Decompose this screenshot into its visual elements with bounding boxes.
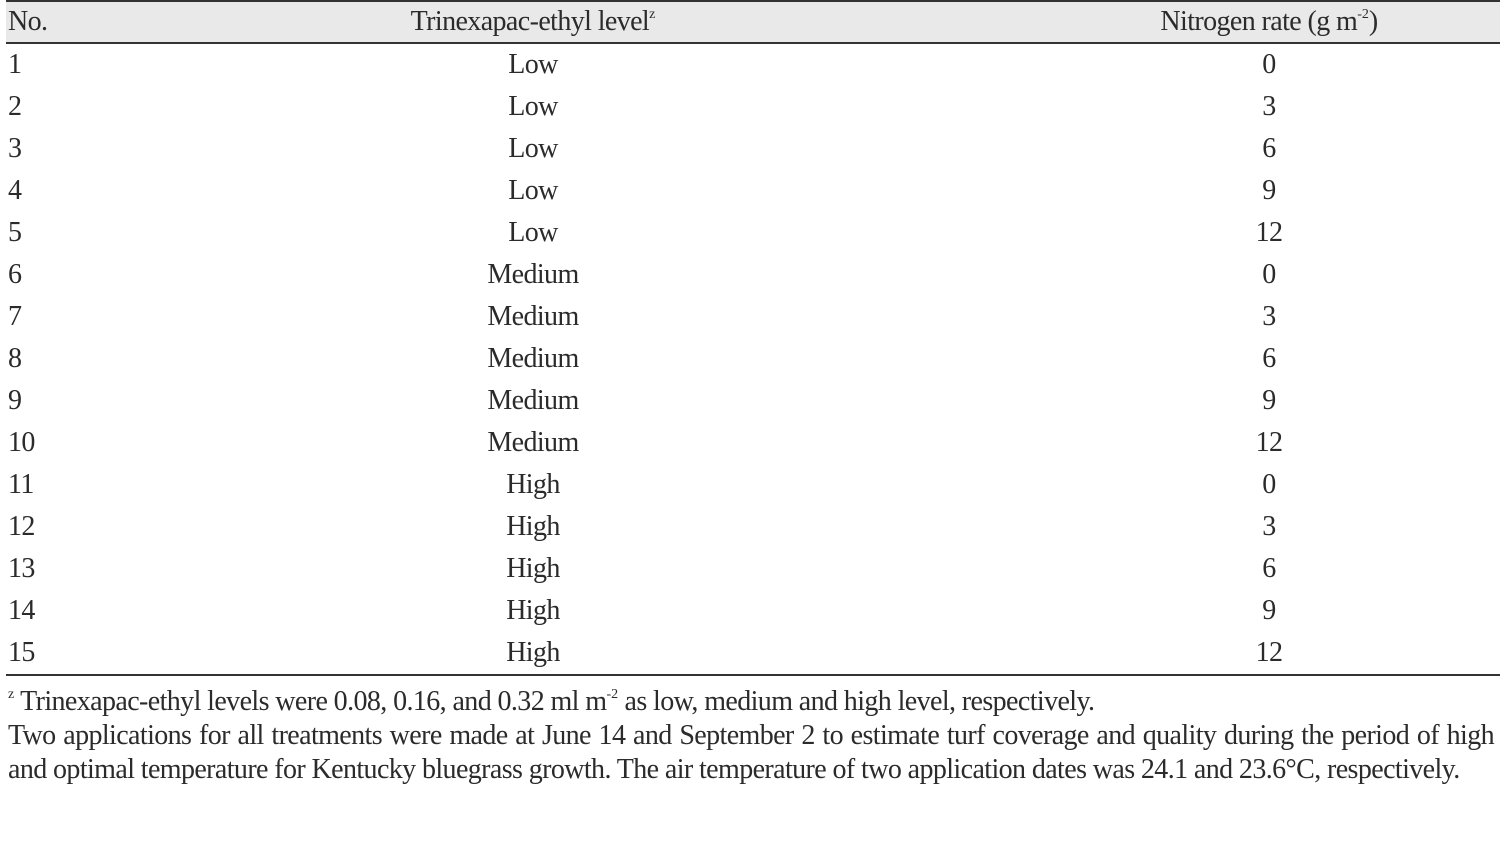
table-row: 2 Low 3 (6, 86, 1500, 128)
cell-trinexapac-level: Low (508, 217, 558, 248)
table-row: 9 Medium 9 (6, 380, 1500, 422)
table-row: 14 High 9 (6, 590, 1500, 632)
cell-trinexapac-level: High (506, 511, 560, 542)
cell-trinexapac-level: Low (508, 49, 558, 80)
cell-no: 11 (8, 469, 34, 500)
header-row: No. Trinexapac-ethyl levelz Nitrogen rat… (6, 0, 1500, 44)
cell-trinexapac-level: Low (508, 175, 558, 206)
table-row: 12 High 3 (6, 506, 1500, 548)
cell-nitrogen-rate: 3 (1262, 91, 1276, 122)
cell-no: 6 (8, 259, 22, 290)
header-nitrogen: Nitrogen rate (g m-2) (908, 0, 1500, 44)
cell-no: 2 (8, 91, 22, 122)
header-no-label: No. (8, 6, 48, 37)
cell-nitrogen-rate: 6 (1262, 133, 1276, 164)
cell-no: 14 (8, 595, 35, 626)
cell-no: 13 (8, 553, 35, 584)
header-trinexapac-label: Trinexapac-ethyl level (410, 6, 650, 37)
cell-no: 5 (8, 217, 22, 248)
table-row: 6 Medium 0 (6, 254, 1500, 296)
cell-trinexapac-level: Medium (487, 385, 579, 416)
cell-no: 9 (8, 385, 22, 416)
cell-nitrogen-rate: 9 (1262, 595, 1276, 626)
cell-trinexapac-level: High (506, 553, 560, 584)
cell-trinexapac-level: High (158, 632, 908, 676)
table-body: 1 Low 0 2 Low 3 3 Low 6 4 Low 9 5 Low 12 6 Medium 0 … (6, 43, 1500, 676)
cell-nitrogen-rate: 12 (1255, 427, 1283, 458)
footnote-levels-text: Trinexapac-ethyl levels were 0.08, 0.16,… (14, 686, 607, 717)
footnote-trinexapac-levels: z Trinexapac-ethyl levels were 0.08, 0.1… (8, 678, 1494, 719)
table-header: No. Trinexapac-ethyl levelz Nitrogen rat… (6, 0, 1500, 44)
table-row: 11 High 0 (6, 464, 1500, 506)
cell-trinexapac-level: Medium (487, 427, 579, 458)
cell-nitrogen-rate: 9 (1262, 385, 1276, 416)
cell-nitrogen-rate: 3 (1262, 511, 1276, 542)
treatment-table: No. Trinexapac-ethyl levelz Nitrogen rat… (6, 0, 1500, 676)
cell-nitrogen-rate: 0 (1262, 469, 1276, 500)
cell-no: 10 (8, 427, 35, 458)
treatment-table-container: No. Trinexapac-ethyl levelz Nitrogen rat… (6, 0, 1500, 676)
cell-trinexapac-level: Low (508, 133, 558, 164)
cell-no: 12 (8, 511, 35, 542)
table-row: 8 Medium 6 (6, 338, 1500, 380)
cell-trinexapac-level: High (506, 469, 560, 500)
cell-nitrogen-rate: 9 (1262, 175, 1276, 206)
table-footnotes: z Trinexapac-ethyl levels were 0.08, 0.1… (8, 678, 1495, 787)
table-row: 3 Low 6 (6, 128, 1500, 170)
table-row: 1 Low 0 (6, 43, 1500, 86)
table-row: 4 Low 9 (6, 170, 1500, 212)
cell-no: 7 (8, 301, 22, 332)
footnote-marker: z (8, 687, 15, 702)
cell-nitrogen-rate: 12 (908, 632, 1500, 676)
cell-nitrogen-rate: 6 (1262, 343, 1276, 374)
cell-no: 4 (8, 175, 22, 206)
cell-trinexapac-level: Medium (487, 259, 579, 290)
cell-no: 1 (8, 49, 22, 80)
cell-no: 15 (6, 632, 158, 676)
cell-nitrogen-rate: 0 (1262, 49, 1276, 80)
table-row: 5 Low 12 (6, 212, 1500, 254)
header-no: No. (6, 0, 158, 44)
cell-trinexapac-level: Low (508, 91, 558, 122)
cell-no: 8 (8, 343, 22, 374)
footnote-unit-superscript: -2 (606, 687, 619, 702)
header-nitrogen-superscript: -2 (1357, 7, 1369, 22)
footnote-levels-suffix: as low, medium and high level, respectiv… (618, 686, 1096, 717)
footnote-application-dates: Two applications for all treatments were… (8, 720, 1495, 785)
header-nitrogen-label: Nitrogen rate (g m (1160, 6, 1358, 37)
header-trinexapac: Trinexapac-ethyl levelz (158, 0, 908, 44)
table-row: 13 High 6 (6, 548, 1500, 590)
cell-trinexapac-level: Medium (487, 301, 579, 332)
table-row: 10 Medium 12 (6, 422, 1500, 464)
cell-no: 3 (8, 133, 22, 164)
cell-nitrogen-rate: 6 (1262, 553, 1276, 584)
cell-nitrogen-rate: 12 (1255, 217, 1283, 248)
cell-trinexapac-level: High (506, 595, 560, 626)
cell-nitrogen-rate: 0 (1262, 259, 1276, 290)
header-nitrogen-suffix: ) (1368, 6, 1378, 37)
table-row: 15 High 12 (6, 632, 1500, 676)
header-trinexapac-superscript: z (649, 7, 656, 22)
cell-nitrogen-rate: 3 (1262, 301, 1276, 332)
cell-trinexapac-level: Medium (487, 343, 579, 374)
table-row: 7 Medium 3 (6, 296, 1500, 338)
